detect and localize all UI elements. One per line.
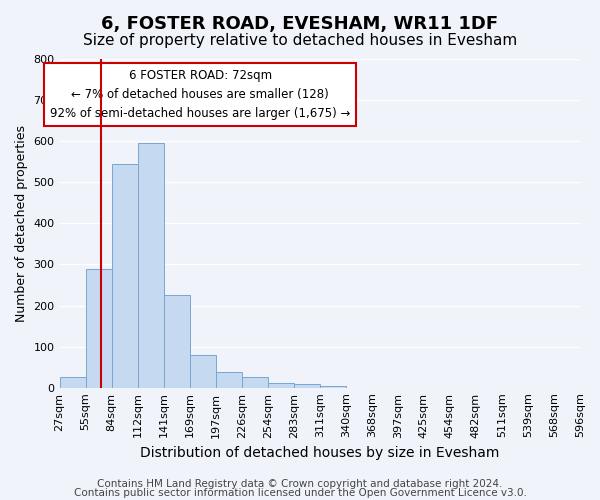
Bar xyxy=(164,295,190,388)
Bar xyxy=(59,378,86,388)
Bar xyxy=(137,143,164,388)
Text: Size of property relative to detached houses in Evesham: Size of property relative to detached ho… xyxy=(83,32,517,48)
X-axis label: Distribution of detached houses by size in Evesham: Distribution of detached houses by size … xyxy=(140,446,499,460)
Bar xyxy=(294,384,320,388)
Bar xyxy=(190,355,215,388)
Y-axis label: Number of detached properties: Number of detached properties xyxy=(15,125,28,322)
Text: Contains public sector information licensed under the Open Government Licence v3: Contains public sector information licen… xyxy=(74,488,526,498)
Bar xyxy=(320,386,346,388)
Text: Contains HM Land Registry data © Crown copyright and database right 2024.: Contains HM Land Registry data © Crown c… xyxy=(97,479,503,489)
Bar xyxy=(215,372,242,388)
Bar xyxy=(268,383,294,388)
Text: 6, FOSTER ROAD, EVESHAM, WR11 1DF: 6, FOSTER ROAD, EVESHAM, WR11 1DF xyxy=(101,15,499,33)
Bar xyxy=(242,378,268,388)
Text: 6 FOSTER ROAD: 72sqm
← 7% of detached houses are smaller (128)
92% of semi-detac: 6 FOSTER ROAD: 72sqm ← 7% of detached ho… xyxy=(50,69,350,120)
Bar xyxy=(86,268,112,388)
Bar xyxy=(112,164,137,388)
